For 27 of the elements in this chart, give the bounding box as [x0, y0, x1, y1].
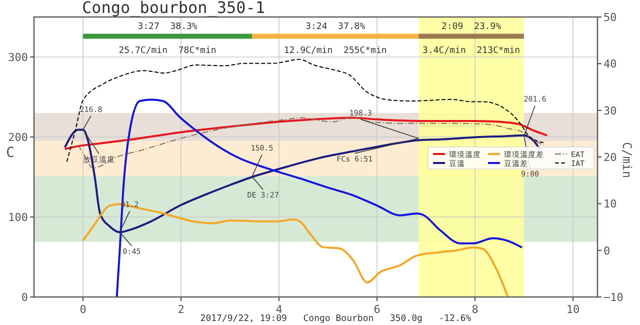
- annotation: 3.4C/min 213C*min: [422, 46, 520, 56]
- x-tick-label: 8: [472, 303, 478, 316]
- chart-title: Congo_bourbon_350-1: [82, 0, 266, 17]
- y-tick-label: 100: [8, 211, 28, 224]
- annotation: 3:24 37.8%: [306, 22, 366, 32]
- x-tick-label: 10: [566, 303, 580, 316]
- y-axis-title: C: [6, 145, 14, 161]
- y2-tick-label: 30: [604, 104, 617, 118]
- y2-axis-title: C/min: [620, 142, 634, 178]
- text: 2017/9/22, 19:09 Congo Bourbon 350.0g -12.6%: [200, 314, 472, 324]
- y-tick-label: 0: [21, 291, 28, 304]
- x-tick-label: 6: [374, 303, 380, 316]
- y2-tick-label: 40: [604, 58, 617, 71]
- y-tick-label: 200: [8, 131, 28, 144]
- y2-tick-label: 10: [604, 198, 617, 211]
- annotation: 2:09 23.9%: [442, 22, 502, 32]
- y2-tick-label: 0: [604, 244, 610, 258]
- annotation: 12.9C/min 255C*min: [284, 46, 387, 56]
- annotation: 25.7C/min 78C*min: [118, 46, 216, 56]
- x-tick-label: 2: [178, 303, 184, 316]
- x-tick-label: 4: [276, 303, 283, 316]
- y2-tick-label: −10: [604, 291, 624, 304]
- y-tick-label: 300: [8, 51, 28, 64]
- y2-tick-label: 50: [604, 11, 617, 24]
- y2-tick-label: 20: [604, 151, 617, 164]
- x-tick-label: 0: [80, 303, 86, 316]
- annotation: 3:27 38.3%: [138, 22, 198, 32]
